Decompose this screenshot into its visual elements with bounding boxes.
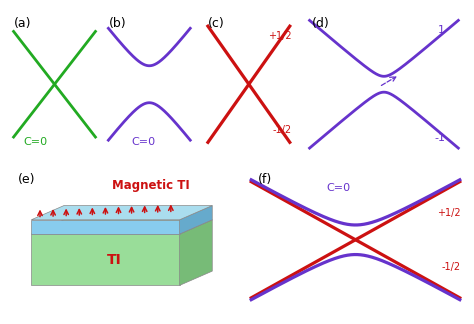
Text: (b): (b)	[109, 17, 127, 30]
Text: -1/2: -1/2	[441, 262, 460, 272]
Text: (e): (e)	[18, 173, 36, 186]
Text: (d): (d)	[311, 17, 329, 30]
Text: Magnetic TI: Magnetic TI	[112, 179, 190, 192]
Text: C=0: C=0	[23, 137, 47, 147]
Text: -1/2: -1/2	[273, 125, 292, 135]
Polygon shape	[180, 205, 212, 234]
Text: +1/2: +1/2	[268, 31, 292, 41]
Polygon shape	[31, 220, 180, 234]
Polygon shape	[180, 220, 212, 285]
Text: TI: TI	[107, 253, 121, 267]
Text: C=0: C=0	[131, 137, 155, 147]
Polygon shape	[31, 220, 212, 234]
Text: -1: -1	[434, 133, 445, 144]
Text: (a): (a)	[14, 17, 31, 30]
Text: C=0: C=0	[326, 183, 350, 193]
Text: (c): (c)	[208, 17, 225, 30]
Text: (f): (f)	[257, 173, 272, 186]
Text: 1: 1	[438, 25, 445, 35]
Polygon shape	[31, 234, 180, 285]
Polygon shape	[31, 205, 212, 220]
Text: +1/2: +1/2	[437, 208, 460, 218]
